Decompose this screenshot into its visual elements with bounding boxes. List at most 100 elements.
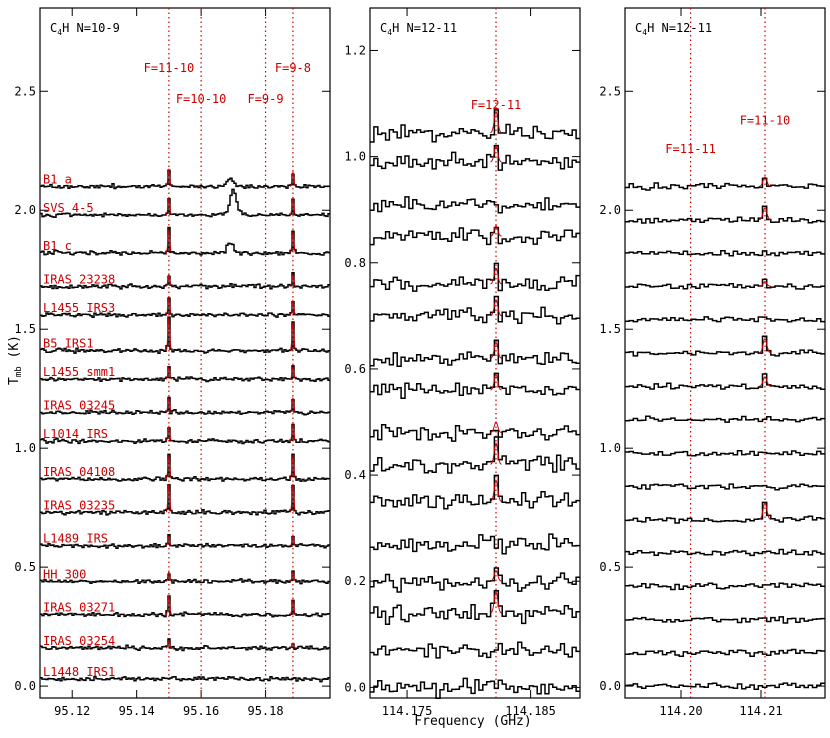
source-label: L1489 IRS (43, 532, 108, 546)
plot-frame (39, 7, 331, 699)
line-fit (289, 170, 297, 187)
spectrum-series (370, 372, 580, 400)
spectrum-series (625, 582, 825, 591)
line-fit (758, 176, 772, 187)
transition-label: F=11-10 (740, 114, 791, 128)
source-label: L1455 smm1 (43, 365, 115, 379)
transition-label: F=11-11 (665, 142, 716, 156)
line-fit (758, 501, 772, 520)
source-label: SVS 4-5 (43, 201, 94, 215)
spectrum-series (625, 415, 825, 423)
spectrum-series (370, 262, 580, 292)
x-tick-label: 95.12 (54, 704, 90, 718)
line-fit (490, 441, 502, 465)
spectrum-series (370, 474, 580, 510)
y-tick-label: 1.5 (599, 322, 621, 336)
source-label: IRAS 04108 (43, 465, 115, 479)
line-fit (490, 479, 502, 502)
x-tick-label: 95.14 (119, 704, 155, 718)
spectrum-series (40, 570, 330, 585)
spectrum-series (370, 567, 580, 593)
line-fit (490, 421, 502, 434)
line-fit (165, 535, 173, 547)
line-fit (165, 196, 173, 216)
panel-title: C4H N=12-11 (380, 21, 457, 37)
spectrum-series (625, 648, 825, 658)
y-tick-label: 0.0 (344, 680, 366, 694)
line-fit (165, 483, 173, 513)
source-label: L1455 IRS3 (43, 301, 115, 315)
spectrum-series (370, 436, 580, 474)
y-tick-label: 2.5 (599, 84, 621, 98)
y-tick-label: 2.5 (14, 84, 36, 98)
spectrum-series (40, 365, 330, 383)
spectrum-series (625, 373, 825, 390)
line-fit (490, 110, 502, 134)
spectrum-series (40, 169, 330, 190)
line-fit (165, 396, 173, 413)
source-label: IRAS 23238 (43, 272, 115, 286)
line-fit (758, 337, 772, 354)
x-axis-label: Frequency (GHz) (414, 714, 531, 729)
spectrum-series (40, 226, 330, 256)
y-tick-label: 1.0 (599, 441, 621, 455)
line-fit (758, 376, 772, 387)
spectrum-series (40, 484, 330, 516)
line-fit (490, 145, 502, 163)
spectrum-series (370, 641, 580, 659)
line-fit (289, 231, 297, 254)
transition-label: F=9-9 (247, 92, 283, 106)
line-fit (165, 167, 173, 187)
spectrum-series (625, 250, 825, 257)
x-tick-label: 114.185 (505, 704, 556, 718)
line-fit (490, 373, 502, 391)
line-fit (289, 455, 297, 480)
line-fit (490, 224, 502, 237)
y-tick-label: 0.0 (14, 679, 36, 693)
y-tick-label: 0.4 (344, 468, 366, 482)
panel-2: 0.0 0.2 0.4 0.6 0.8 1.0 1.2 114.175 114.185 C4H N… (344, 7, 581, 718)
line-fit (289, 365, 297, 380)
panel-3: 0.0 0.5 1.0 1.5 2.0 2.5 114.20 114.21 C4H N=12-1… (599, 7, 826, 718)
spectrum-series (370, 533, 580, 555)
source-label: B1 c (43, 239, 72, 253)
line-fit (165, 425, 172, 442)
line-fit (165, 229, 173, 254)
spectrum-series (370, 677, 580, 700)
plot-frame (624, 7, 826, 699)
y-tick-label: 1.0 (344, 150, 366, 164)
line-fit (490, 298, 502, 317)
line-fit (490, 267, 502, 285)
line-fit (165, 273, 173, 287)
line-fit (490, 341, 502, 359)
spectrum-series (625, 278, 825, 290)
transition-label: F=11-10 (144, 61, 195, 75)
line-fit (289, 396, 297, 413)
y-tick-label: 0.6 (344, 362, 366, 376)
spectrum-series (625, 616, 825, 624)
line-fit (165, 595, 173, 615)
spectrum-series (40, 316, 330, 355)
plot-frame (369, 7, 581, 699)
source-label: L1448 IRS1 (43, 665, 115, 679)
line-fit (165, 365, 173, 380)
y-tick-label: 1.0 (14, 441, 36, 455)
line-fit (758, 281, 772, 287)
y-tick-label: 0.0 (599, 679, 621, 693)
line-fit (289, 483, 297, 513)
spectrum-series (370, 196, 580, 214)
spectrum-series (370, 339, 580, 368)
line-fit (289, 422, 297, 442)
spectrum-series (625, 548, 825, 557)
spectrum-series (625, 335, 825, 357)
spectrum-series (40, 396, 330, 416)
spectrum-series (625, 483, 825, 491)
panels: 0.0 0.5 1.0 1.5 2.0 2.5 95.12 95.14 95.16 95.18 C4… (14, 7, 826, 718)
y-tick-label: 1.5 (14, 322, 36, 336)
line-fit (490, 569, 502, 582)
line-fit (758, 207, 772, 221)
spectrum-series (40, 272, 330, 290)
source-label: IRAS 03254 (43, 634, 115, 648)
line-fit (165, 317, 173, 351)
